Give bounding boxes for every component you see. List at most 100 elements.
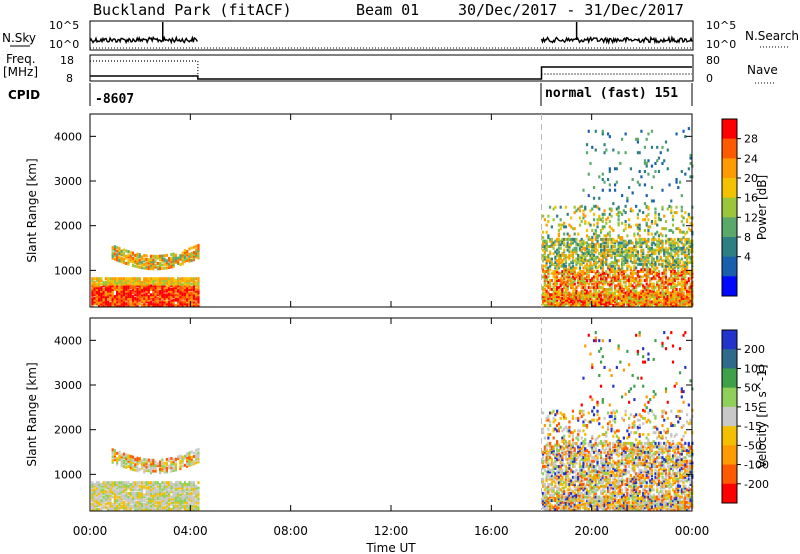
power-cell [145,284,148,288]
power-cell [670,264,673,268]
velocity-cell [190,484,193,488]
power-cell [186,253,189,257]
power-cell [643,262,647,266]
power-cell [95,302,98,306]
power-cell [181,282,184,286]
velocity-cell [578,452,582,456]
power-cell [587,252,590,256]
power-cell [571,282,575,286]
power-cell [127,253,130,257]
power-cell [617,236,620,240]
power-cell [682,245,685,249]
power-cell [93,300,96,304]
power-cell [659,246,662,250]
power-cell [663,293,666,297]
velocity-cell [140,502,144,506]
power-cell [550,302,553,306]
power-cell [687,287,690,291]
velocity-cell [136,504,139,508]
power-cell [603,245,606,249]
power-cell [100,304,103,307]
velocity-cell [147,488,150,492]
power-cell [102,280,105,284]
velocity-cell [107,502,110,506]
velocity-cell [122,504,126,508]
velocity-cell [577,447,580,451]
power-cell [197,296,200,300]
power-cell [684,237,687,241]
power-cell [647,291,650,295]
power-cell [626,264,629,268]
power-cell [571,295,575,299]
power-cell [186,295,189,299]
power-cell [671,261,675,265]
power-cell [140,295,144,299]
power-cell [657,212,661,216]
power-cell [601,257,604,261]
power-cell [673,302,676,306]
power-cell [542,270,545,274]
power-cell [592,223,596,227]
velocity-cell [550,472,553,476]
power-cell [165,280,168,284]
velocity-cell [577,488,580,492]
power-cell [610,250,613,254]
power-cell [592,302,596,306]
power-cell [619,241,622,245]
power-cell [652,252,655,256]
power-cell [571,291,575,295]
power-cell [179,263,182,267]
power-cell [181,293,184,297]
power-cell [120,284,123,288]
power-cell [684,304,687,307]
power-cell [168,265,171,269]
velocity-cell [149,504,153,508]
velocity-cell [177,486,180,490]
velocity-cell [197,506,200,510]
power-cell [678,289,682,293]
power-cell [118,302,121,306]
velocity-cell [186,484,189,488]
power-cell [605,257,608,261]
power-cell [631,252,634,256]
power-cell [606,178,610,182]
power-cell [613,167,617,171]
power-cell [685,246,689,250]
power-cell [621,289,624,293]
power-cell [685,289,689,293]
velocity-cell [186,464,189,468]
power-cell [585,262,589,266]
power-cell [687,167,690,171]
power-cell [631,300,634,304]
power-cell [190,302,193,306]
power-cell [127,296,130,300]
power-cell [684,282,687,286]
power-cell [140,298,144,302]
power-cell [680,304,683,307]
power-cell [177,300,180,304]
velocity-cell [197,502,200,506]
power-cell [584,291,587,295]
power-cell [615,259,618,263]
power-cell [668,253,671,257]
velocity-cell [165,504,168,508]
power-cell [577,232,580,236]
power-cell [642,298,645,302]
power-cell [638,241,641,245]
power-cell [617,241,620,245]
power-cell [116,300,119,304]
power-cell [645,239,648,243]
power-cell [179,280,182,284]
velocity-cell [118,450,121,454]
power-cell [622,250,625,254]
power-cell [143,282,146,286]
velocity-cell [578,454,582,458]
velocity-cell [154,495,157,499]
power-cell [575,252,578,256]
velocity-cell [552,475,555,479]
power-cell [598,245,601,249]
power-cell [547,220,550,224]
power-cell [628,248,631,252]
power-cell [559,264,562,268]
power-cell [629,207,632,211]
